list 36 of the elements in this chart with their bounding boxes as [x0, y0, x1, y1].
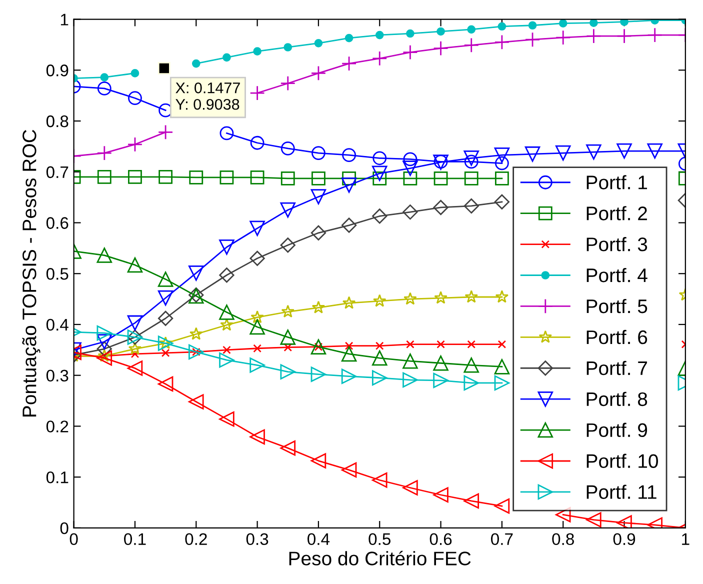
y-tick-label: 0.2	[46, 420, 68, 432]
y-tick-label: 0.4	[46, 318, 68, 331]
x-tick-label: 0	[70, 533, 78, 546]
y-tick-label: 1	[60, 14, 68, 26]
x-tick-label: 0.5	[368, 533, 391, 546]
y-tick-label: 0.3	[46, 370, 68, 382]
x-tick-label: 0.7	[491, 533, 513, 546]
y-tick-label: 0.5	[46, 268, 68, 280]
x-tick-label: 0.1	[124, 533, 146, 546]
legend-label: Portf. 10	[586, 454, 658, 468]
x-tick-label: 0.4	[308, 533, 330, 546]
x-axis-title: Peso do Critério FEC	[289, 550, 471, 566]
y-tick-label: 0.9	[46, 64, 68, 76]
x-tick-label: 0.6	[430, 533, 452, 546]
y-tick-label: 0.8	[46, 115, 68, 128]
legend-label: Portf. 9	[586, 422, 648, 438]
x-tick-label: 0.3	[246, 533, 268, 546]
legend-label: Portf. 8	[586, 392, 648, 406]
y-tick-label: 0	[60, 522, 68, 534]
x-tick-label: 0.8	[552, 533, 574, 546]
y-axis-title: Pontuação TOPSIS - Pesos ROC	[22, 130, 40, 416]
legend-label: Portf. 7	[586, 360, 647, 376]
x-tick-label: 0.2	[185, 533, 207, 546]
x-tick-label: 1	[682, 533, 690, 545]
y-tick-label: 0.1	[46, 471, 68, 484]
legend-label: Portf. 11	[586, 484, 656, 499]
y-tick-label: 0.6	[46, 217, 68, 229]
legend-label: Portf. 6	[586, 330, 648, 344]
legend-label: Portf. 3	[586, 237, 648, 252]
legend-label: Portf. 1	[586, 175, 647, 190]
x-tick-label: 0.9	[613, 533, 636, 546]
legend-label: Portf. 4	[586, 268, 648, 282]
y-tick-label: 0.7	[46, 166, 68, 178]
legend-label: Portf. 5	[586, 298, 648, 314]
legend-label: Portf. 2	[586, 206, 647, 220]
annotation: X: 0.1477 Y: 0.9038	[176, 82, 240, 110]
